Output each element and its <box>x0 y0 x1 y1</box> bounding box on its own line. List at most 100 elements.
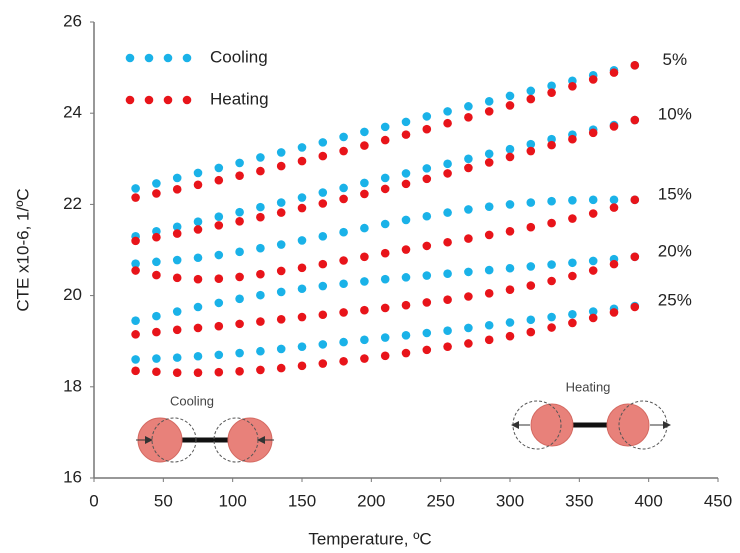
data-point <box>193 351 203 361</box>
data-point <box>380 351 390 361</box>
data-point <box>360 305 369 315</box>
y-tick-label: 24 <box>63 103 82 122</box>
x-tick-label: 450 <box>704 491 732 510</box>
data-point <box>380 122 390 132</box>
data-point <box>526 139 536 149</box>
data-point <box>547 196 556 206</box>
data-point <box>172 185 182 194</box>
data-point <box>568 214 577 223</box>
y-tick-label: 20 <box>63 285 82 304</box>
atom <box>606 403 650 447</box>
data-point <box>214 221 224 230</box>
data-point <box>547 276 556 286</box>
data-point <box>152 232 161 242</box>
data-point <box>484 97 494 106</box>
data-point <box>318 188 328 197</box>
data-point <box>360 127 369 137</box>
data-point <box>547 312 556 322</box>
data-point <box>360 252 369 262</box>
data-point <box>276 148 286 157</box>
data-point <box>443 118 452 128</box>
data-point <box>484 265 494 275</box>
data-point <box>547 81 556 91</box>
data-point <box>484 289 494 298</box>
legend-marker <box>182 95 192 105</box>
data-point <box>339 227 348 237</box>
data-point <box>339 183 348 193</box>
data-point <box>609 308 619 317</box>
data-point <box>630 252 640 262</box>
data-point <box>235 294 244 304</box>
data-point <box>235 171 244 180</box>
data-point <box>318 232 328 241</box>
data-point <box>256 166 265 176</box>
data-point <box>131 316 140 325</box>
data-point <box>193 323 203 333</box>
data-point <box>630 115 640 125</box>
data-point <box>297 193 307 202</box>
data-point <box>401 117 411 127</box>
data-point <box>172 368 182 377</box>
data-point <box>464 234 473 243</box>
data-point <box>464 267 473 277</box>
data-point <box>526 94 536 104</box>
y-axis-title: CTE x10-6, 1/ºC <box>13 188 32 311</box>
x-tick-label: 300 <box>496 491 524 510</box>
data-point <box>380 173 390 183</box>
data-point <box>505 227 515 236</box>
data-point <box>193 217 203 227</box>
data-point <box>526 327 536 337</box>
data-point <box>380 274 390 284</box>
data-point <box>339 356 348 366</box>
data-point <box>297 263 307 273</box>
data-point <box>568 271 577 281</box>
legend-marker <box>144 95 154 105</box>
data-point <box>526 315 536 325</box>
data-point <box>380 333 390 342</box>
data-point <box>505 331 515 341</box>
data-point <box>401 130 411 139</box>
data-point <box>526 222 536 232</box>
curve-label: 25% <box>658 291 692 310</box>
data-point <box>256 243 265 253</box>
data-point <box>568 134 577 144</box>
data-point <box>172 325 182 335</box>
data-point <box>360 189 369 199</box>
data-point <box>276 363 286 373</box>
data-point <box>235 348 244 358</box>
data-point <box>443 342 452 351</box>
data-point <box>568 258 577 268</box>
data-point <box>380 184 390 194</box>
data-point <box>214 298 224 308</box>
data-point <box>505 318 515 327</box>
data-point <box>235 247 244 257</box>
data-point <box>484 149 494 159</box>
data-point <box>193 225 203 234</box>
data-point <box>297 342 307 351</box>
data-point <box>214 367 224 377</box>
data-point <box>547 88 556 97</box>
atom-outline <box>151 417 197 463</box>
data-point <box>401 245 411 254</box>
data-point <box>360 354 369 363</box>
data-point <box>193 274 203 284</box>
data-point <box>505 101 515 110</box>
data-point <box>484 230 494 240</box>
data-point <box>152 257 161 267</box>
data-point <box>297 312 307 322</box>
data-point <box>630 302 640 312</box>
data-point <box>256 346 265 356</box>
data-point <box>256 202 265 212</box>
data-point <box>380 135 390 145</box>
data-point <box>443 295 452 305</box>
data-point <box>505 91 515 101</box>
data-point <box>256 269 265 279</box>
data-point <box>214 163 224 173</box>
data-point <box>256 153 265 162</box>
data-point <box>568 318 577 328</box>
data-point <box>131 259 140 268</box>
curve-label: 10% <box>658 105 692 124</box>
data-point <box>401 215 411 225</box>
data-point <box>526 198 536 207</box>
data-point <box>484 107 494 116</box>
